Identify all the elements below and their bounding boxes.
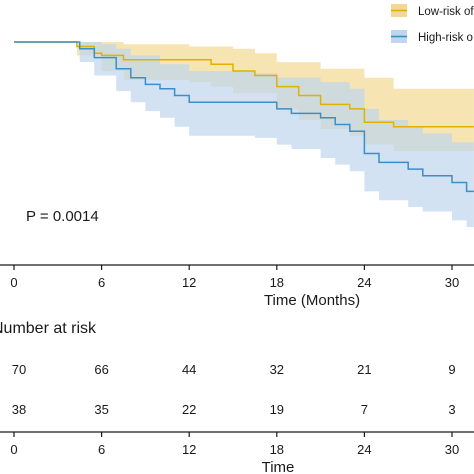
survival-curves xyxy=(14,41,474,193)
risk-tick-label: 12 xyxy=(182,442,196,457)
risk-count-high-risk: 35 xyxy=(94,402,108,417)
risk-count-high-risk: 7 xyxy=(361,402,368,417)
risk-count-high-risk: 22 xyxy=(182,402,196,417)
risk-count-low-risk: 44 xyxy=(182,362,196,377)
x-axis-title: Time (Months) xyxy=(264,292,360,309)
risk-count-high-risk: 19 xyxy=(270,402,284,417)
risk-axis-title: Time xyxy=(262,459,295,474)
x-tick-label: 6 xyxy=(98,275,105,290)
ci-band-high-risk xyxy=(14,42,474,228)
x-tick-label: 0 xyxy=(10,275,17,290)
risk-tick-label: 24 xyxy=(357,442,371,457)
x-tick-label: 12 xyxy=(182,275,196,290)
x-tick-label: 30 xyxy=(445,275,459,290)
risk-tick-label: 30 xyxy=(445,442,459,457)
risk-count-high-risk: 38 xyxy=(12,402,26,417)
survival-curve-high-risk xyxy=(14,41,474,193)
legend: Low-risk of High-risk o xyxy=(388,0,474,44)
risk-count-low-risk: 66 xyxy=(94,362,108,377)
legend-label-low: Low-risk of xyxy=(418,6,474,18)
risk-count-low-risk: 9 xyxy=(448,362,455,377)
risk-table-rows: 70 66 44 32 21 9 38 35 22 19 7 3 xyxy=(12,362,456,417)
legend-label-high: High-risk o xyxy=(418,32,473,44)
risk-table-title: Number at risk xyxy=(0,320,97,337)
risk-tick-label: 18 xyxy=(270,442,284,457)
confidence-bands xyxy=(14,42,474,228)
risk-count-high-risk: 3 xyxy=(448,402,455,417)
risk-count-low-risk: 21 xyxy=(357,362,371,377)
risk-axis-ticks: 0 6 12 18 24 30 xyxy=(10,432,459,457)
p-value-label: P = 0.0014 xyxy=(26,208,99,225)
x-axis-ticks: 0 6 12 18 24 30 xyxy=(10,265,459,290)
risk-tick-label: 0 xyxy=(10,442,17,457)
x-tick-label: 24 xyxy=(357,275,371,290)
x-tick-label: 18 xyxy=(270,275,284,290)
risk-count-low-risk: 32 xyxy=(270,362,284,377)
risk-count-low-risk: 70 xyxy=(12,362,26,377)
risk-tick-label: 6 xyxy=(98,442,105,457)
legend-bg xyxy=(388,0,474,22)
